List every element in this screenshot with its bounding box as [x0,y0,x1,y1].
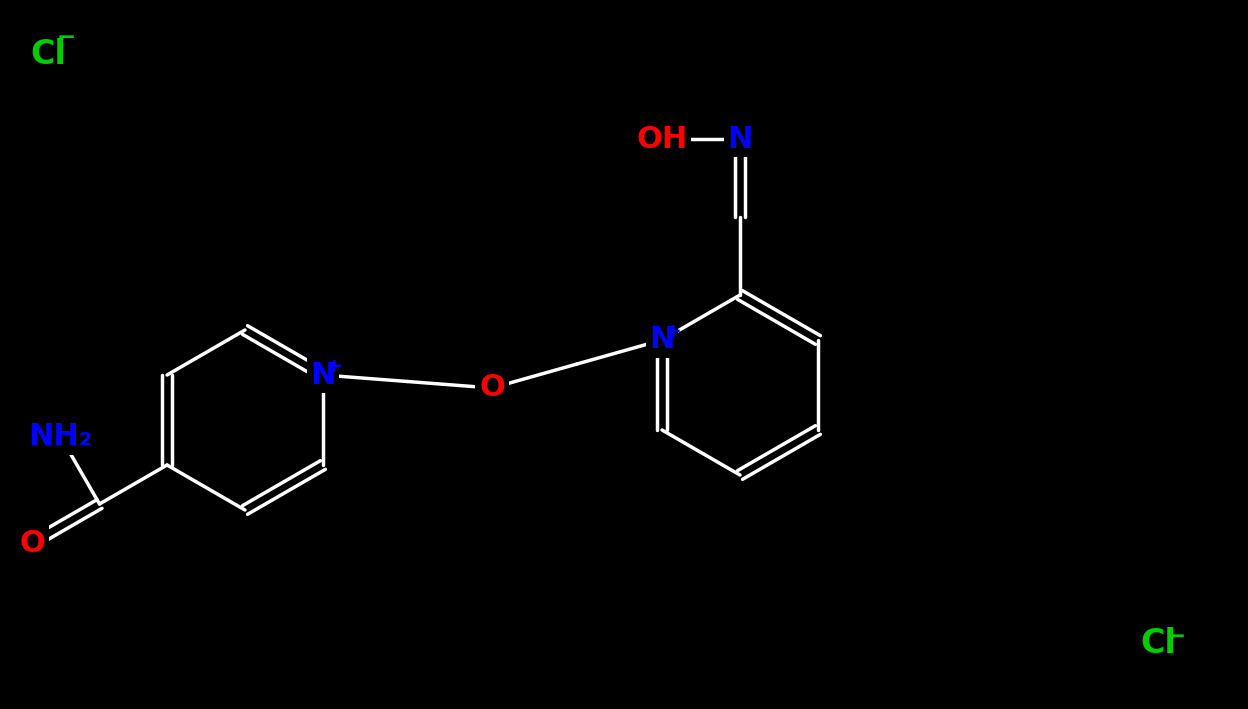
Text: O: O [479,374,505,403]
Text: N: N [728,125,753,154]
Text: +: + [326,357,343,376]
Text: +: + [665,322,681,341]
Text: Cl: Cl [1139,627,1176,660]
Text: OH: OH [636,125,688,154]
Text: N: N [311,360,336,389]
Text: NH₂: NH₂ [29,422,92,451]
Text: O: O [19,528,45,557]
Text: −: − [56,26,76,49]
Text: N: N [649,325,675,354]
Text: −: − [1167,625,1186,648]
Text: Cl: Cl [30,38,66,71]
